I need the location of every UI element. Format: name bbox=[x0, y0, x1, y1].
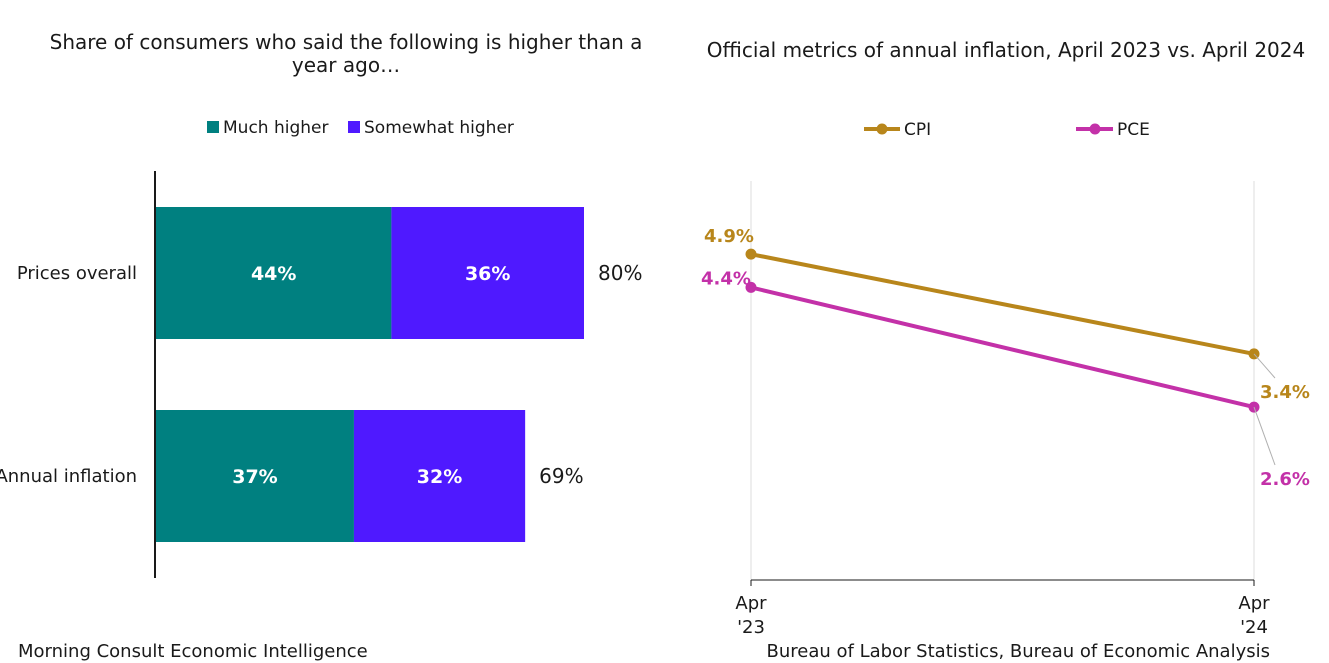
bar-somewhat-higher bbox=[391, 207, 584, 339]
bar-total-label: 69% bbox=[539, 464, 583, 488]
left-chart-title-line-2: year ago… bbox=[292, 53, 400, 77]
left-chart-title-line-1: Share of consumers who said the followin… bbox=[50, 30, 643, 54]
legend-label-cpi: CPI bbox=[904, 120, 931, 140]
legend-label-somewhat-higher: Somewhat higher bbox=[364, 118, 514, 138]
x-tick-label: '23 bbox=[737, 617, 765, 638]
bar-much-higher bbox=[156, 207, 392, 339]
category-label: Annual inflation bbox=[0, 466, 137, 487]
x-tick-label: Apr bbox=[735, 593, 767, 614]
x-tick-label: Apr bbox=[1238, 593, 1270, 614]
line-plot: Apr '23 Apr '24 4.9% 3.4% 4.4% 2.6% bbox=[701, 181, 1310, 638]
data-label-cpi: 3.4% bbox=[1260, 382, 1310, 403]
bar-much-higher bbox=[156, 410, 354, 542]
legend-label-much-higher: Much higher bbox=[223, 118, 328, 138]
right-chart: Official metrics of annual inflation, Ap… bbox=[701, 38, 1310, 662]
right-legend: CPI PCE bbox=[864, 120, 1150, 140]
line-pce bbox=[750, 285, 1255, 410]
label-leader-line bbox=[1253, 353, 1276, 379]
right-chart-title: Official metrics of annual inflation, Ap… bbox=[707, 38, 1305, 62]
point-pce bbox=[745, 281, 757, 293]
label-leader-line bbox=[1253, 406, 1276, 466]
data-label-pce: 4.4% bbox=[701, 268, 751, 289]
data-label-cpi: 4.9% bbox=[704, 226, 754, 247]
bar-value-label: 32% bbox=[417, 466, 462, 488]
left-chart-source: Morning Consult Economic Intelligence bbox=[18, 641, 368, 662]
category-label: Prices overall bbox=[17, 263, 137, 284]
point-cpi bbox=[745, 248, 757, 260]
line-cpi bbox=[750, 252, 1255, 356]
legend-swatch-somewhat-higher bbox=[348, 121, 360, 133]
x-tick-label: '24 bbox=[1240, 617, 1268, 638]
data-label-pce: 2.6% bbox=[1260, 469, 1310, 490]
bar-value-label: 37% bbox=[232, 466, 277, 488]
bar-total-label: 80% bbox=[598, 261, 642, 285]
bar-value-label: 44% bbox=[251, 263, 296, 285]
bar-value-label: 36% bbox=[465, 263, 510, 285]
right-chart-source: Bureau of Labor Statistics, Bureau of Ec… bbox=[767, 641, 1271, 662]
bar-group: Prices overall 44% 36% 80% Annual inflation 3… bbox=[0, 207, 642, 542]
legend-label-pce: PCE bbox=[1117, 120, 1150, 140]
legend-marker-cpi bbox=[876, 123, 888, 135]
legend-marker-pce bbox=[1089, 123, 1101, 135]
left-chart: Share of consumers who said the followin… bbox=[0, 30, 642, 662]
left-legend: Much higher Somewhat higher bbox=[207, 118, 514, 138]
legend-swatch-much-higher bbox=[207, 121, 219, 133]
bar-somewhat-higher bbox=[353, 410, 526, 542]
